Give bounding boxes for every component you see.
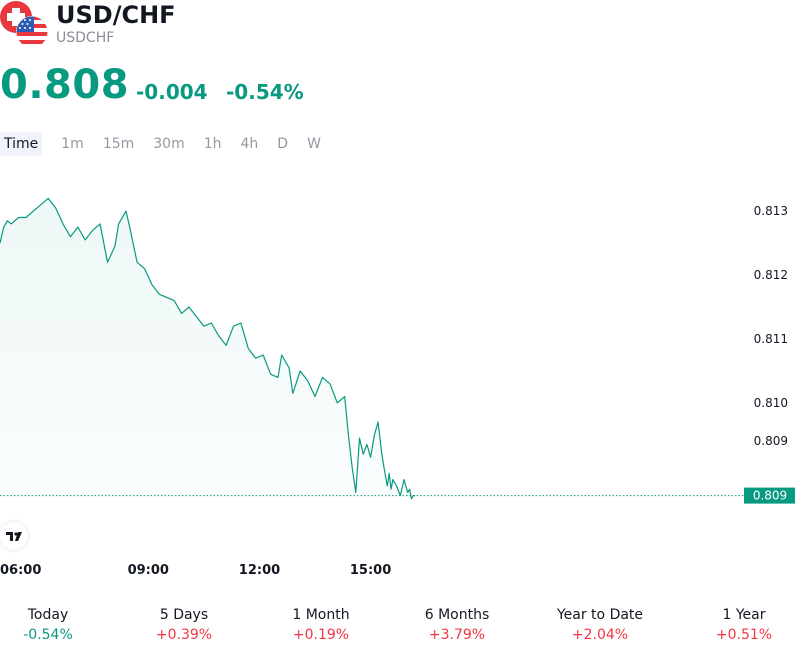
last-price: 0.808 xyxy=(0,62,130,108)
y-tick-label: 0.810 xyxy=(754,396,788,410)
symbol-code: USDCHF xyxy=(56,30,115,46)
perf-6-months[interactable]: 6 Months +3.79% xyxy=(402,606,512,644)
price-change-percent: -0.54% xyxy=(226,80,304,104)
x-tick-label: 12:00 xyxy=(239,563,280,578)
price-area-fill xyxy=(0,198,416,499)
perf-1-month[interactable]: 1 Month +0.19% xyxy=(266,606,376,644)
tab-d[interactable]: D xyxy=(277,136,289,152)
tab-1h[interactable]: 1h xyxy=(203,136,222,152)
tradingview-logo-icon[interactable] xyxy=(0,522,28,550)
timeframe-tabs: Time 1m 15m 30m 1h 4h D W xyxy=(0,132,340,156)
perf-label: Today xyxy=(27,607,69,623)
tab-w[interactable]: W xyxy=(307,136,321,152)
tab-time[interactable]: Time xyxy=(0,132,43,156)
currency-pair-flags-icon xyxy=(0,1,48,48)
symbol-name: USD/CHF xyxy=(56,1,176,29)
symbol-header: USD/CHF USDCHF xyxy=(0,0,800,52)
tradingview-logo-glyph xyxy=(6,532,22,541)
perf-year-to-date[interactable]: Year to Date +2.04% xyxy=(545,606,655,644)
perf-value: +0.19% xyxy=(292,627,350,643)
price-chart-svg[interactable]: 0.813 0.812 0.811 0.810 0.809 06:00 09:00 12:0… xyxy=(0,160,800,585)
x-tick-label: 09:00 xyxy=(128,563,169,578)
perf-value: +2.04% xyxy=(571,627,629,643)
perf-label: 6 Months xyxy=(424,607,490,623)
price-series-line xyxy=(0,197,416,500)
perf-value: +3.79% xyxy=(428,627,486,643)
x-tick-label: 15:00 xyxy=(350,563,391,578)
performance-bar: Today -0.54% 5 Days +0.39% 1 Month +0.19… xyxy=(0,606,800,652)
y-tick-label: 0.811 xyxy=(754,332,788,346)
perf-value: +0.51% xyxy=(715,627,773,643)
perf-5-days[interactable]: 5 Days +0.39% xyxy=(129,606,239,644)
tab-30m[interactable]: 30m xyxy=(153,136,185,152)
tab-4h[interactable]: 4h xyxy=(240,136,259,152)
perf-value: -0.54% xyxy=(23,627,73,643)
perf-label: 5 Days xyxy=(159,607,209,623)
x-tick-label: 06:00 xyxy=(0,563,41,578)
perf-label: Year to Date xyxy=(556,607,644,623)
tab-15m[interactable]: 15m xyxy=(102,136,135,152)
perf-label: 1 Month xyxy=(292,607,350,623)
y-tick-label: 0.809 xyxy=(754,434,788,448)
perf-today[interactable]: Today -0.54% xyxy=(0,606,103,644)
last-price-label: 0.809 xyxy=(753,489,787,503)
y-tick-label: 0.812 xyxy=(754,268,788,282)
quote-block: 0.808 -0.004 -0.54% xyxy=(0,62,800,110)
price-chart[interactable]: 0.813 0.812 0.811 0.810 0.809 06:00 09:00 12:0… xyxy=(0,160,800,585)
y-tick-label: 0.813 xyxy=(754,204,788,218)
price-change: -0.004 xyxy=(136,80,208,104)
perf-1-year[interactable]: 1 Year +0.51% xyxy=(689,606,799,644)
perf-label: 1 Year xyxy=(722,607,766,623)
perf-value: +0.39% xyxy=(155,627,213,643)
tab-1m[interactable]: 1m xyxy=(61,136,84,152)
last-price-badge xyxy=(744,487,795,504)
